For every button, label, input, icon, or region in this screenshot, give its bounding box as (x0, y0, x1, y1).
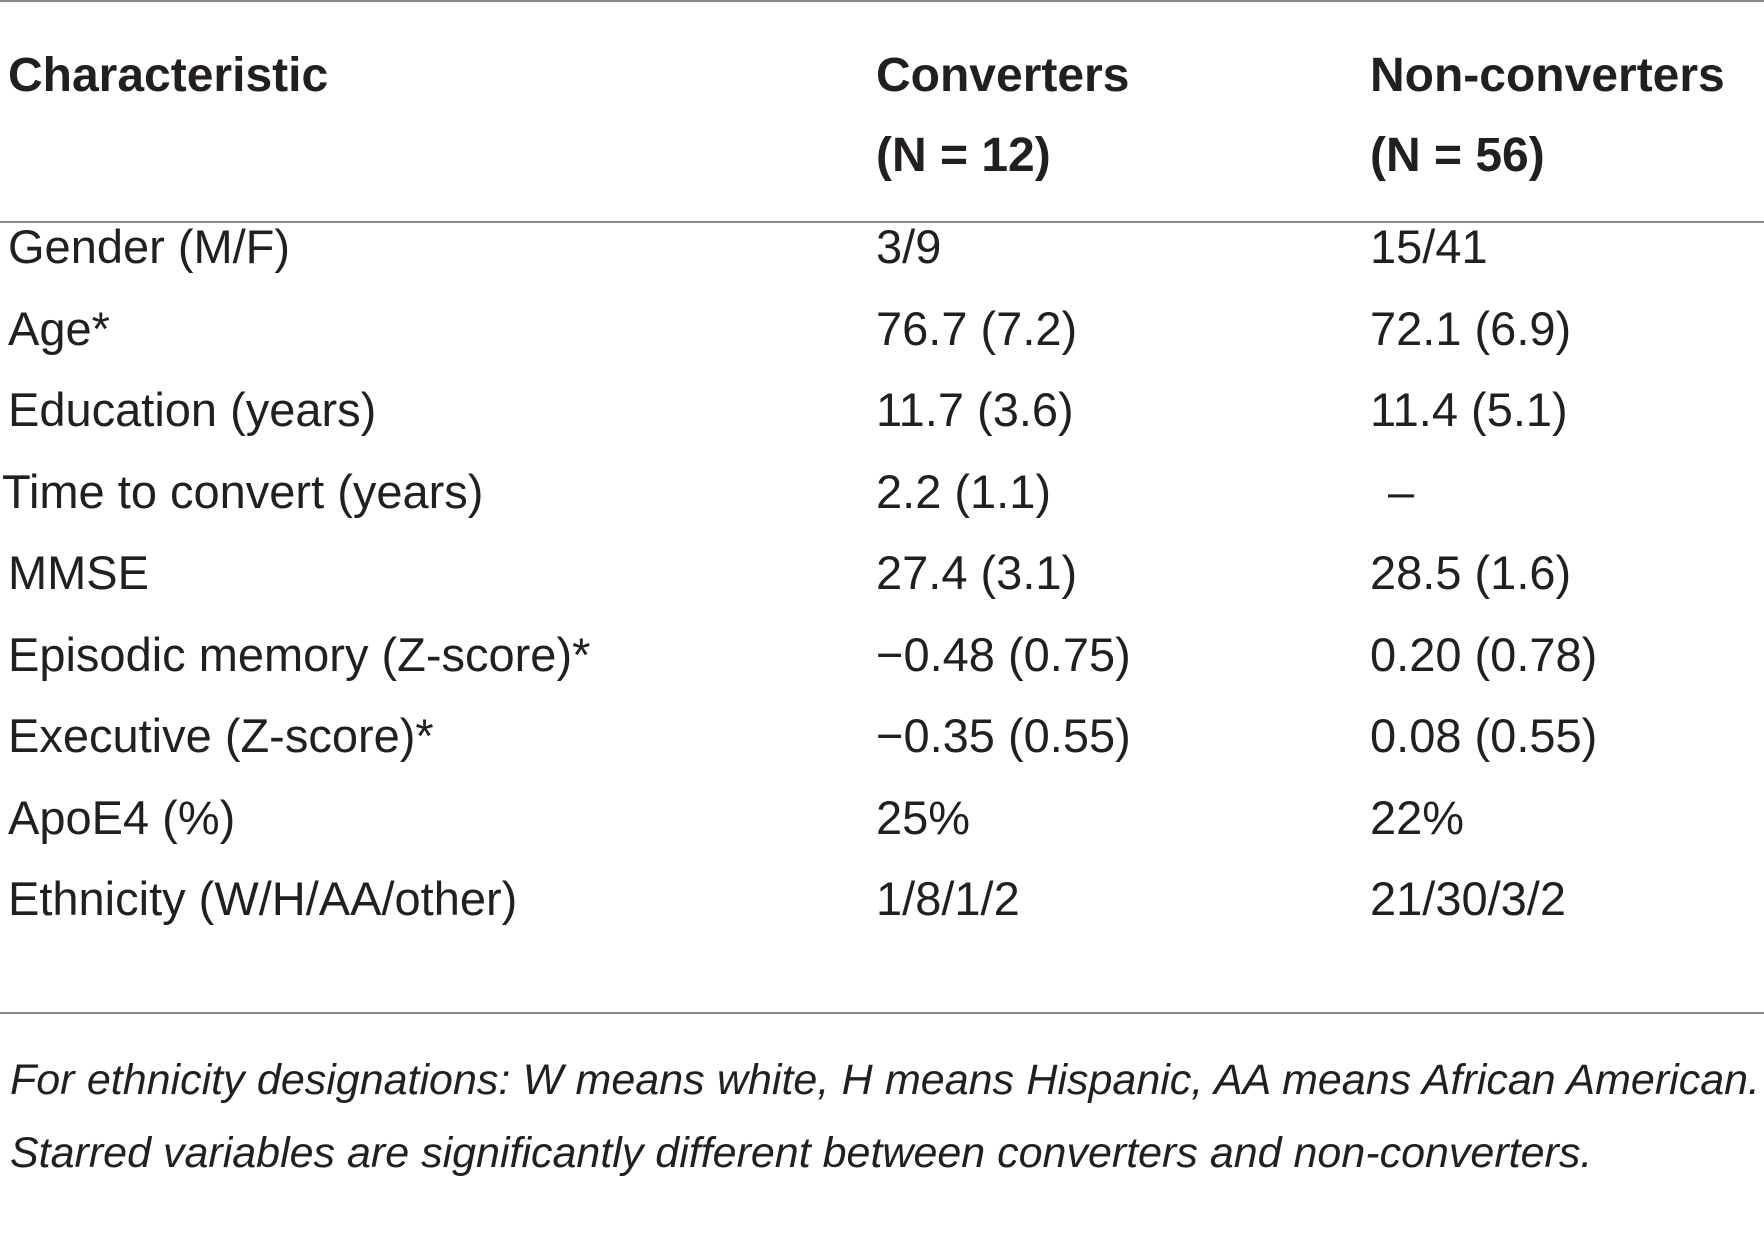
table-row: MMSE 27.4 (3.1) 28.5 (1.6) (0, 532, 1764, 614)
row-label: Gender (M/F) (8, 220, 291, 273)
row-nonconverters-value: 11.4 (5.1) (1370, 383, 1568, 436)
table-row: ApoE4 (%) 25% 22% (0, 777, 1764, 859)
row-label: ApoE4 (%) (8, 790, 236, 844)
table-row: Ethnicity (W/H/AA/other) 1/8/1/2 21/30/3/2 (0, 858, 1764, 940)
header-bottom-rule (0, 221, 1764, 223)
header-nonconverters-title: Non-converters (1370, 49, 1725, 102)
table-row: Education (years) 11.7 (3.6) 11.4 (5.1) (0, 369, 1764, 451)
row-converters-value: 2.2 (1.1) (876, 464, 1052, 518)
header-converters-n: (N = 12) (876, 129, 1051, 182)
table-footnote: For ethnicity designations: W means whit… (10, 1056, 1760, 1177)
row-converters-value: 76.7 (7.2) (876, 301, 1078, 355)
table-row: Executive (Z-score)* −0.35 (0.55) 0.08 (0.… (0, 695, 1764, 777)
table-row: Age* 76.7 (7.2) 72.1 (6.9) (0, 288, 1764, 370)
row-label: Time to convert (years) (2, 464, 484, 518)
row-converters-value: 11.7 (3.6) (876, 383, 1074, 436)
row-nonconverters-value: 28.5 (1.6) (1370, 546, 1572, 599)
header-converters-title: Converters (876, 49, 1130, 102)
table-bottom-rule (0, 1012, 1764, 1014)
row-label: Episodic memory (Z-score)* (8, 627, 591, 681)
table-row: Episodic memory (Z-score)* −0.48 (0.75) 0.… (0, 614, 1764, 696)
table-top-rule (0, 0, 1764, 2)
header-converters: Converters (N = 12) (876, 36, 1129, 196)
row-label: MMSE (8, 546, 149, 599)
row-label: Executive (Z-score)* (8, 709, 434, 762)
row-converters-value: −0.35 (0.55) (876, 709, 1131, 762)
header-characteristic: Characteristic (8, 49, 329, 102)
row-converters-value: 3/9 (876, 220, 942, 273)
row-nonconverters-value: 15/41 (1370, 220, 1488, 273)
row-converters-value: −0.48 (0.75) (876, 627, 1131, 681)
row-converters-value: 1/8/1/2 (876, 872, 1020, 925)
table-row: Gender (M/F) 3/9 15/41 (0, 206, 1764, 288)
row-converters-value: 27.4 (3.1) (876, 546, 1078, 599)
table-row: Time to convert (years) 2.2 (1.1) – (0, 451, 1764, 533)
row-nonconverters-value: – (1388, 464, 1415, 518)
row-nonconverters-value: 22% (1370, 790, 1465, 844)
row-label: Age* (8, 301, 110, 355)
row-nonconverters-value: 21/30/3/2 (1370, 872, 1567, 925)
row-nonconverters-value: 0.20 (0.78) (1370, 627, 1598, 681)
header-nonconverters-n: (N = 56) (1370, 129, 1545, 182)
row-label: Education (years) (8, 383, 377, 436)
row-converters-value: 25% (876, 790, 971, 844)
header-nonconverters: Non-converters (N = 56) (1370, 36, 1725, 196)
row-nonconverters-value: 72.1 (6.9) (1370, 301, 1572, 355)
row-nonconverters-value: 0.08 (0.55) (1370, 709, 1598, 762)
row-label: Ethnicity (W/H/AA/other) (8, 872, 518, 925)
